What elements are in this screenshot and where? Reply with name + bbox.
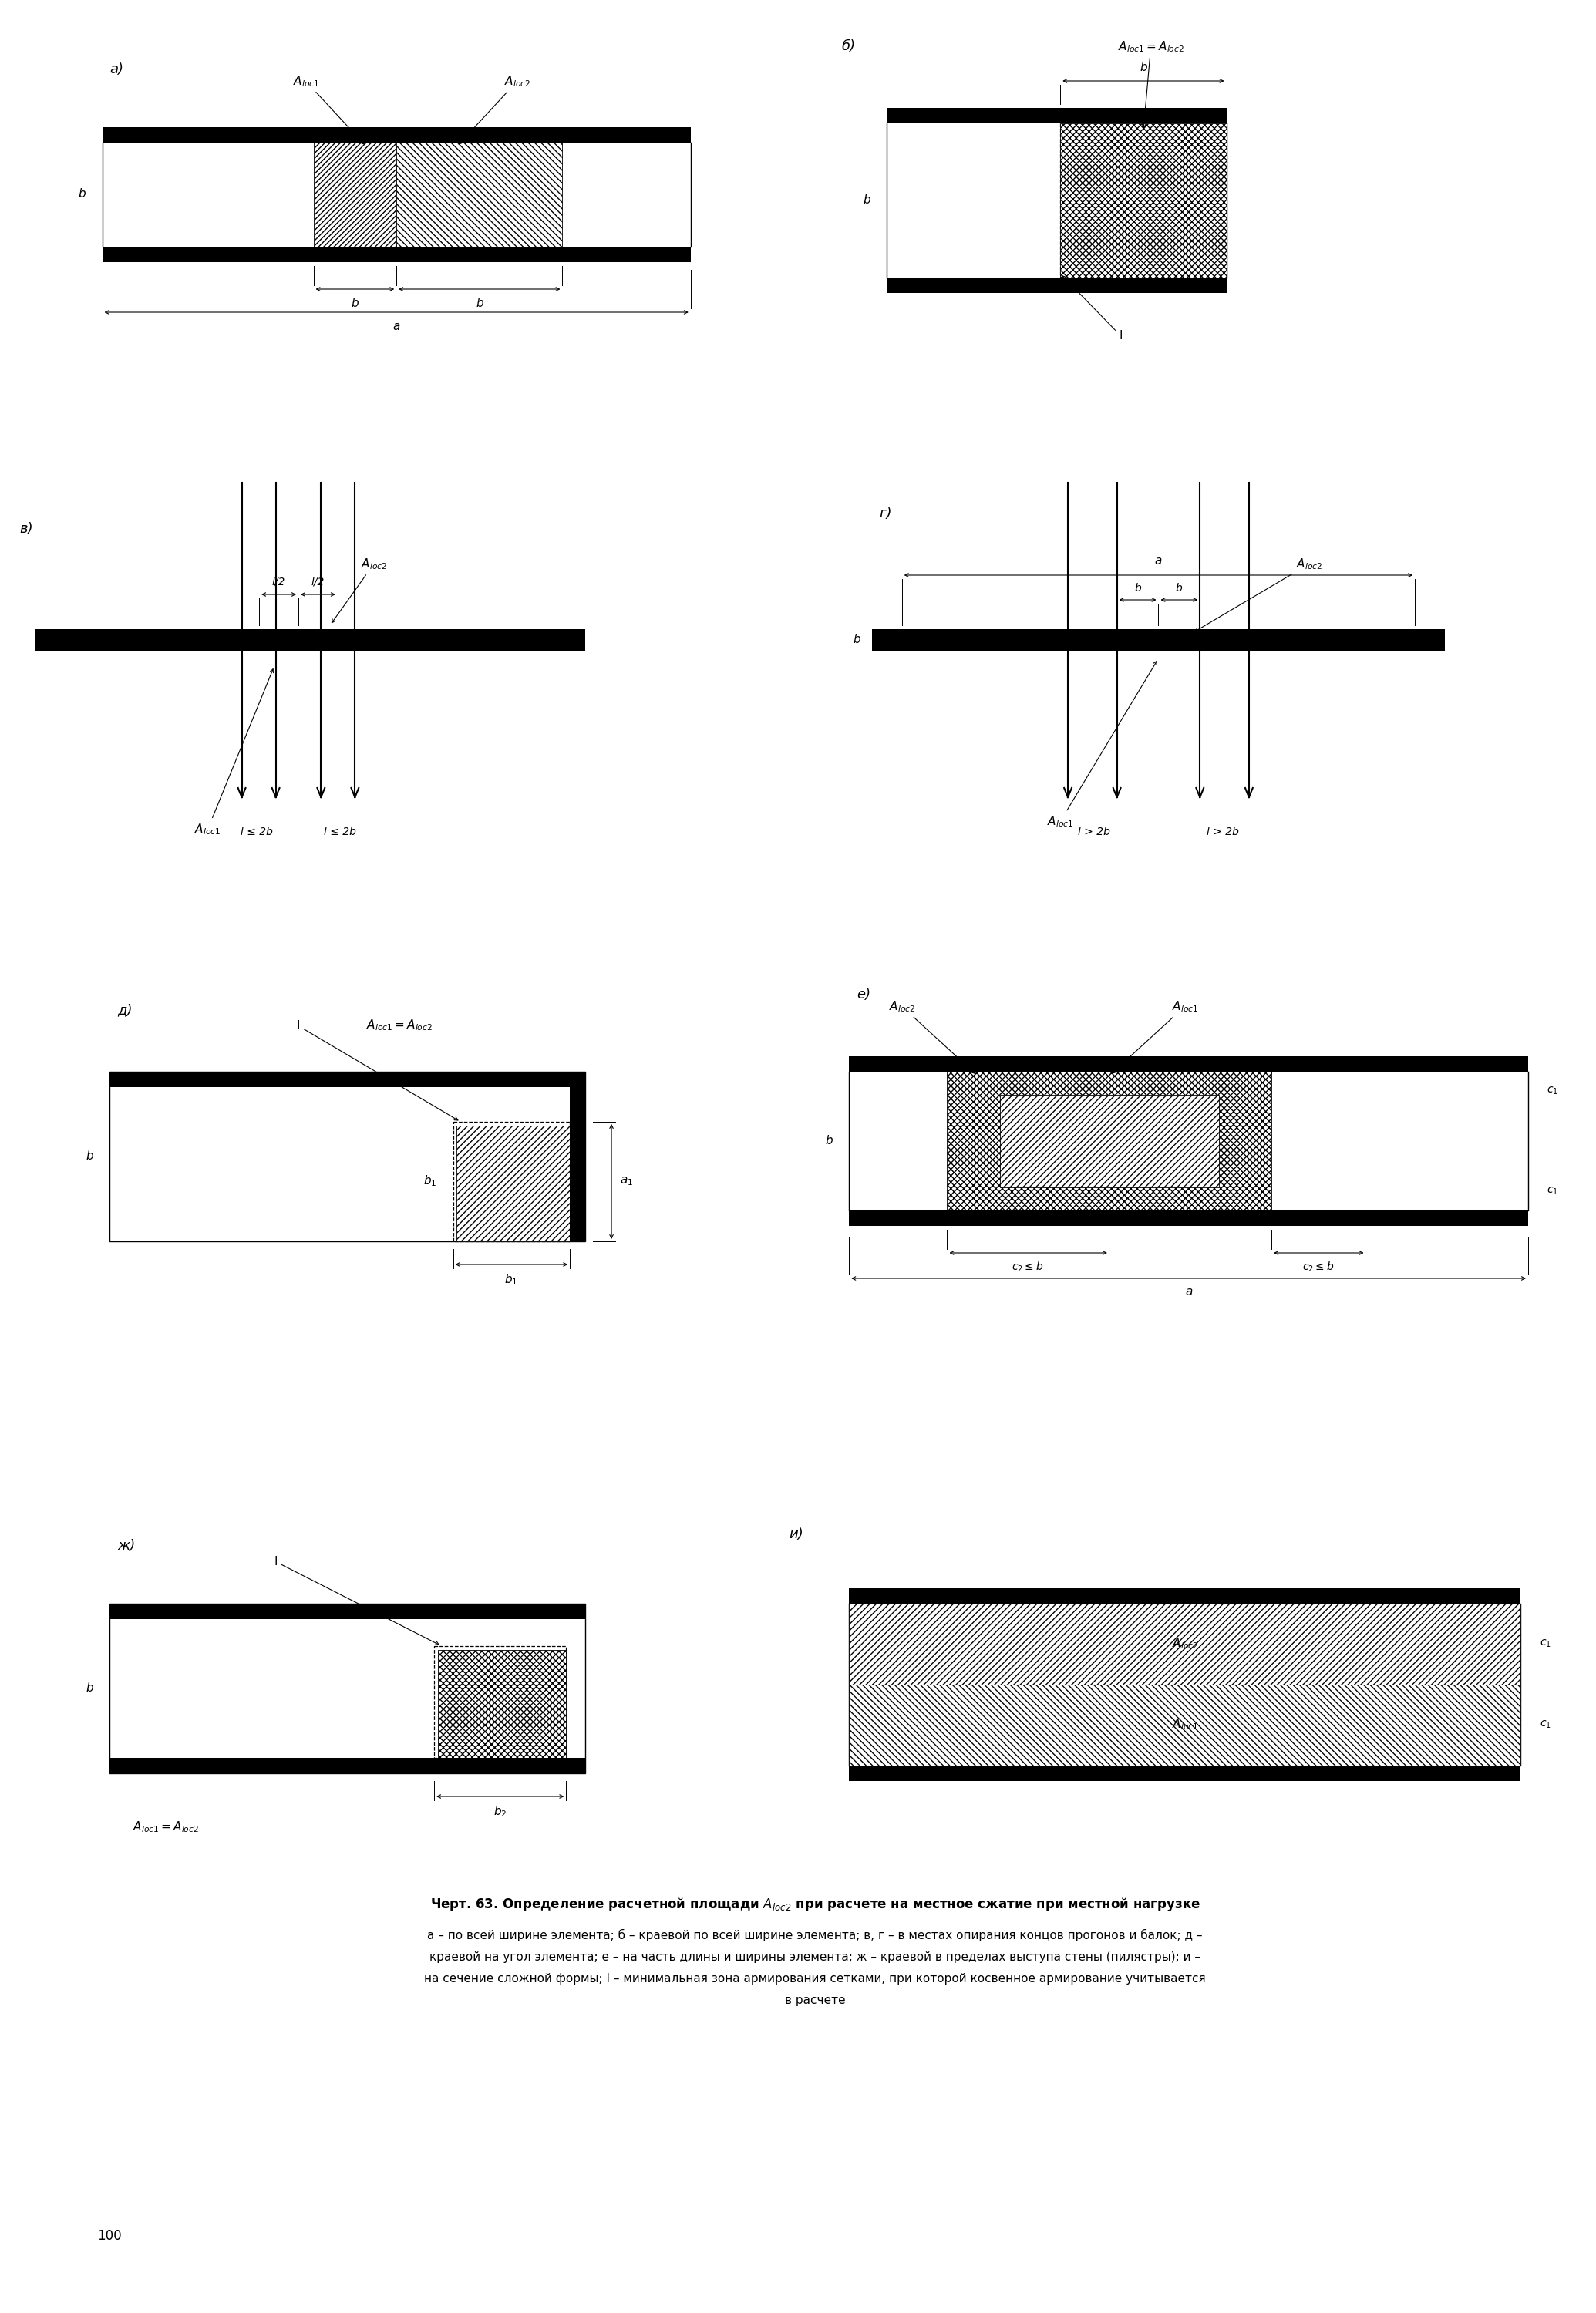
Text: a: a	[393, 322, 401, 333]
Text: г): г)	[879, 507, 892, 520]
Bar	[456, 1126, 570, 1242]
Bar	[437, 1649, 567, 1758]
Bar	[110, 1071, 586, 1242]
Bar	[11, 629, 586, 650]
Text: Черт. 63. Определение расчетной площади $A_{loc2}$ при расчете на местное сжатие: Черт. 63. Определение расчетной площади …	[429, 1897, 1200, 1913]
Text: $c_2 \leq b$: $c_2 \leq b$	[1012, 1261, 1044, 1274]
Bar	[849, 1057, 1527, 1071]
Bar	[434, 1647, 567, 1758]
Text: l/2: l/2	[271, 576, 286, 588]
Text: в): в)	[19, 523, 34, 537]
Text: $c_2 \leq b$: $c_2 \leq b$	[1302, 1261, 1334, 1274]
Bar	[1001, 1094, 1219, 1187]
Text: a – по всей ширине элемента; б – краевой по всей ширине элемента; в, г – в места: a – по всей ширине элемента; б – краевой…	[428, 1929, 1203, 1941]
Text: $A_{loc2}$: $A_{loc2}$	[332, 557, 386, 622]
Text: b: b	[351, 298, 359, 310]
Text: $A_{loc2}$: $A_{loc2}$	[460, 74, 530, 143]
Bar	[849, 1589, 1521, 1603]
Text: $A_{loc1}=A_{loc2}$: $A_{loc1}=A_{loc2}$	[132, 1820, 200, 1834]
Text: b: b	[476, 298, 484, 310]
Text: в расчете: в расчете	[785, 1994, 846, 2005]
Text: $A_{loc1}$: $A_{loc1}$	[1171, 1719, 1199, 1732]
Text: b: b	[852, 634, 860, 645]
Text: $c_1$: $c_1$	[1540, 1638, 1551, 1649]
Text: $c_1$: $c_1$	[1547, 1085, 1558, 1096]
Text: a: a	[1156, 555, 1162, 567]
Text: краевой на угол элемента; е – на часть длины и ширины элемента; ж – краевой в пр: краевой на угол элемента; е – на часть д…	[429, 1952, 1200, 1961]
Text: $A_{loc1}$: $A_{loc1}$	[195, 668, 273, 837]
Bar	[849, 1210, 1527, 1226]
Text: l > 2b: l > 2b	[1207, 826, 1238, 837]
Bar	[946, 1071, 1272, 1210]
Bar	[887, 278, 1226, 294]
Text: l ≤ 2b: l ≤ 2b	[324, 826, 356, 837]
Text: $A_{loc1}=A_{loc2}$: $A_{loc1}=A_{loc2}$	[1117, 39, 1184, 127]
Bar	[110, 1603, 586, 1774]
Bar	[849, 1684, 1521, 1765]
Text: I: I	[275, 1557, 439, 1645]
Bar	[110, 1758, 586, 1774]
Text: а): а)	[110, 62, 123, 76]
Text: ж): ж)	[117, 1538, 136, 1552]
Bar	[110, 1603, 586, 1619]
Text: b: b	[825, 1136, 833, 1147]
Text: $b_1$: $b_1$	[504, 1272, 517, 1286]
Text: b: b	[86, 1684, 93, 1693]
Bar	[259, 629, 338, 650]
Bar	[110, 1071, 586, 1087]
Text: 100: 100	[97, 2230, 121, 2244]
Text: на сечение сложной формы; I – минимальная зона армирования сетками, при которой : на сечение сложной формы; I – минимальна…	[425, 1973, 1207, 1985]
Text: $A_{loc1}$: $A_{loc1}$	[1047, 662, 1157, 828]
Text: b: b	[86, 1152, 93, 1161]
Text: b: b	[78, 190, 86, 201]
Text: $A_{loc1}$: $A_{loc1}$	[292, 74, 364, 143]
Text: $a_1$: $a_1$	[619, 1175, 634, 1187]
Bar	[887, 109, 1226, 123]
Text: д): д)	[117, 1004, 132, 1018]
Text: $b_1$: $b_1$	[423, 1175, 436, 1189]
Text: е): е)	[857, 988, 871, 1002]
Text: $b_2$: $b_2$	[493, 1804, 506, 1818]
Text: I: I	[1063, 275, 1122, 342]
Text: b: b	[863, 194, 870, 206]
Bar	[570, 1071, 586, 1242]
Text: $A_{loc1}=A_{loc2}$: $A_{loc1}=A_{loc2}$	[365, 1018, 433, 1032]
Bar	[396, 143, 562, 247]
Bar	[313, 143, 479, 247]
Text: $A_{loc1}$: $A_{loc1}$	[1112, 999, 1199, 1073]
Bar	[871, 629, 1444, 650]
Bar	[453, 1122, 570, 1242]
Bar	[102, 247, 691, 261]
Bar	[1125, 629, 1192, 650]
Text: l > 2b: l > 2b	[1079, 826, 1111, 837]
Text: $c_1$: $c_1$	[1540, 1719, 1551, 1730]
Text: I: I	[297, 1020, 458, 1119]
Text: b: b	[1140, 62, 1148, 74]
Text: $A_{loc2}$: $A_{loc2}$	[889, 999, 975, 1073]
Text: b: b	[1135, 583, 1141, 594]
Text: l/2: l/2	[311, 576, 324, 588]
Text: $c_1$: $c_1$	[1547, 1187, 1558, 1196]
Bar	[849, 1603, 1521, 1684]
Text: $A_{loc2}$: $A_{loc2}$	[1195, 557, 1323, 631]
Text: $A_{loc2}$: $A_{loc2}$	[1171, 1638, 1199, 1651]
Bar	[1060, 123, 1226, 278]
Bar	[102, 127, 691, 143]
Bar	[849, 1765, 1521, 1781]
Text: b: b	[1175, 583, 1183, 594]
Text: б): б)	[841, 39, 855, 53]
Text: l ≤ 2b: l ≤ 2b	[241, 826, 273, 837]
Text: и): и)	[788, 1527, 803, 1540]
Text: a: a	[1184, 1286, 1192, 1298]
